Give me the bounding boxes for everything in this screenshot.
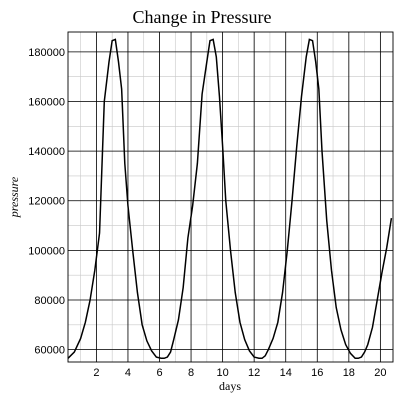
y-axis-ticks: 60000 80000 100000 120000 140000 160000 180000 [28,47,65,357]
plot-frame [67,31,394,363]
y-tick-label: 80000 [34,295,65,307]
x-tick-label: 2 [93,367,99,379]
x-tick-label: 6 [156,367,162,379]
y-tick-label: 120000 [28,196,65,208]
minor-grid [68,32,393,362]
chart-title: Change in Pressure [133,7,272,27]
major-grid [68,32,393,362]
y-tick-label: 100000 [28,245,65,257]
x-axis-ticks: 2 4 6 8 10 12 14 16 18 20 [93,367,386,379]
x-tick-label: 18 [343,367,355,379]
y-tick-label: 140000 [28,146,65,158]
series-line [67,38,393,360]
y-axis-label: pressure [7,176,21,218]
x-tick-label: 16 [311,367,323,379]
y-tick-label: 160000 [28,96,65,108]
x-tick-label: 8 [188,367,194,379]
series-layer [67,38,393,360]
x-axis-label: days [219,379,241,393]
x-tick-label: 12 [248,367,260,379]
x-tick-label: 20 [374,367,386,379]
x-tick-label: 4 [125,367,131,379]
y-tick-label: 60000 [34,345,65,357]
y-tick-label: 180000 [28,47,65,59]
x-tick-label: 14 [280,367,292,379]
x-tick-label: 10 [216,367,228,379]
